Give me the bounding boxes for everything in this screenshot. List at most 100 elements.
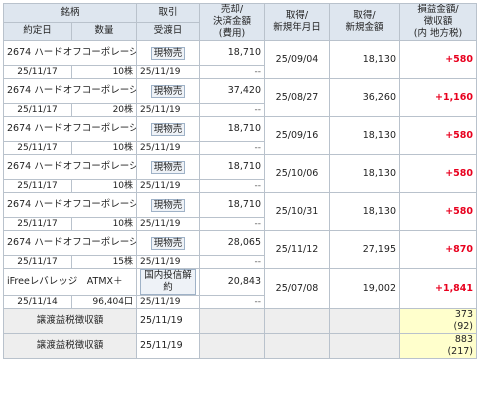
trade-date: 25/11/17 <box>3 255 72 269</box>
profit-loss: +580 <box>399 116 478 155</box>
table-row: 2674 ハードオフコーポレーション現物売 18,71025/09/1618,13… <box>2 116 478 155</box>
delivery-date: 25/11/19 <box>136 217 201 231</box>
acquisition-date: 25/08/27 <box>264 78 331 117</box>
quantity: 20株 <box>70 103 138 117</box>
tax-amount-cell: 373 (92) <box>399 308 478 334</box>
trade-type-cell: 現物売 <box>136 154 201 180</box>
tax-amount-cell: 883 (217) <box>399 333 478 359</box>
tax-amount: 373 <box>454 309 474 321</box>
table-row-detail: 25/11/17 10株 25/11/19 -- <box>3 141 477 155</box>
trade-date: 25/11/17 <box>3 179 72 193</box>
delivery-date: 25/11/19 <box>136 65 201 79</box>
profit-loss: +580 <box>399 154 478 193</box>
security-name-link[interactable]: 2674 ハードオフコーポレーション <box>2 116 138 142</box>
trade-type-badge: 現物売 <box>150 84 186 98</box>
delivery-date: 25/11/19 <box>136 255 201 269</box>
acquisition-date: 25/10/31 <box>264 192 331 231</box>
profit-loss: +870 <box>399 230 478 269</box>
header-quantity: 数量 <box>70 21 138 41</box>
quantity: 10株 <box>70 141 138 155</box>
sale-amount: 18,710 <box>199 40 266 66</box>
fee-amount: -- <box>199 141 266 155</box>
acquisition-date: 25/10/06 <box>264 154 331 193</box>
trade-date: 25/11/17 <box>3 103 72 117</box>
table-row: 2674 ハードオフコーポレーション現物売 18,71025/09/0418,13… <box>2 40 478 79</box>
acquisition-amount: 18,130 <box>329 154 401 193</box>
acquisition-amount: 18,130 <box>329 40 401 79</box>
table-row: iFreeレバレッジ ATMX＋ 国内投信解約 20,843 25/07/08 19,0… <box>2 268 478 309</box>
fee-amount: -- <box>199 217 266 231</box>
quantity: 10株 <box>70 65 138 79</box>
header-profit-loss: 損益金額/ 徴収額 (内 地方税) <box>399 3 478 41</box>
tax-row: 譲渡益税徴収額 25/11/19 373 (92) <box>2 308 478 334</box>
table-row-detail: 25/11/17 10株 25/11/19 -- <box>3 65 477 79</box>
acquisition-date: 25/07/08 <box>264 268 331 309</box>
fee-amount: -- <box>199 295 266 309</box>
acquisition-amount: 19,002 <box>329 268 401 309</box>
security-name-link[interactable]: 2674 ハードオフコーポレーション <box>2 78 138 104</box>
trade-date: 25/11/17 <box>3 141 72 155</box>
acquisition-amount: 36,260 <box>329 78 401 117</box>
delivery-date: 25/11/19 <box>136 103 201 117</box>
table-row: 2674 ハードオフコーポレーション現物売 28,06525/11/1227,19… <box>2 230 478 269</box>
sale-amount: 18,710 <box>199 192 266 218</box>
table-row: 2674 ハードオフコーポレーション現物売 37,42025/08/2736,26… <box>2 78 478 117</box>
sale-amount: 18,710 <box>199 116 266 142</box>
trade-type-cell: 国内投信解約 <box>136 268 201 296</box>
security-name-link[interactable]: 2674 ハードオフコーポレーション <box>2 154 138 180</box>
acquisition-date: 25/09/04 <box>264 40 331 79</box>
fee-amount: -- <box>199 103 266 117</box>
tax-label: 譲渡益税徴収額 <box>2 308 138 334</box>
trade-date: 25/11/17 <box>3 217 72 231</box>
header-trade-date: 約定日 <box>3 21 72 41</box>
trade-type-badge: 現物売 <box>150 122 186 136</box>
acquisition-amount: 18,130 <box>329 116 401 155</box>
transaction-table: 銘柄 取引 売却/ 決済金額 (費用) 取得/ 新規年月日 取得/ 新規金額 損… <box>2 3 478 359</box>
quantity: 96,404口 <box>70 295 138 309</box>
sale-amount: 18,710 <box>199 154 266 180</box>
tax-row: 譲渡益税徴収額 25/11/19 883 (217) <box>2 333 478 359</box>
tax-date: 25/11/19 <box>136 333 201 359</box>
table-row: 2674 ハードオフコーポレーション現物売 18,71025/10/3118,13… <box>2 192 478 231</box>
acquisition-amount: 18,130 <box>329 192 401 231</box>
trade-type-cell: 現物売 <box>136 116 201 142</box>
tax-local-amount: (92) <box>453 321 474 332</box>
quantity: 15株 <box>70 255 138 269</box>
profit-loss: +580 <box>399 192 478 231</box>
trade-type-cell: 現物売 <box>136 192 201 218</box>
security-name-link[interactable]: 2674 ハードオフコーポレーション <box>2 40 138 66</box>
trade-type-badge: 国内投信解約 <box>140 269 197 295</box>
security-name-link[interactable]: 2674 ハードオフコーポレーション <box>2 192 138 218</box>
tax-label: 譲渡益税徴収額 <box>2 333 138 359</box>
profit-loss: +1,841 <box>399 268 478 309</box>
trade-type-badge: 現物売 <box>150 160 186 174</box>
header-security: 銘柄 <box>2 3 138 23</box>
acquisition-amount: 27,195 <box>329 230 401 269</box>
table-row-detail: 25/11/17 10株 25/11/19 -- <box>3 217 477 231</box>
tax-local-amount: (217) <box>447 346 474 357</box>
profit-loss: +580 <box>399 40 478 79</box>
security-name-link[interactable]: 2674 ハードオフコーポレーション <box>2 230 138 256</box>
tax-date: 25/11/19 <box>136 308 201 334</box>
empty-cell <box>199 333 266 359</box>
empty-cell <box>329 333 401 359</box>
trade-type-badge: 現物売 <box>150 198 186 212</box>
acquisition-date: 25/09/16 <box>264 116 331 155</box>
profit-loss: +1,160 <box>399 78 478 117</box>
trade-type-badge: 現物売 <box>150 46 186 60</box>
security-name-link[interactable]: iFreeレバレッジ ATMX＋ <box>2 268 138 296</box>
empty-cell <box>329 308 401 334</box>
sale-amount: 37,420 <box>199 78 266 104</box>
trade-type-cell: 現物売 <box>136 230 201 256</box>
trade-date: 25/11/14 <box>3 295 72 309</box>
quantity: 10株 <box>70 217 138 231</box>
header-trade: 取引 <box>136 3 201 23</box>
table-row-detail: 25/11/17 15株 25/11/19 -- <box>3 255 477 269</box>
sale-amount: 20,843 <box>199 268 266 296</box>
trade-type-cell: 現物売 <box>136 40 201 66</box>
sale-amount: 28,065 <box>199 230 266 256</box>
tax-amount: 883 <box>454 334 474 346</box>
acquisition-date: 25/11/12 <box>264 230 331 269</box>
header-acquisition-amount: 取得/ 新規金額 <box>329 3 401 41</box>
fee-amount: -- <box>199 65 266 79</box>
